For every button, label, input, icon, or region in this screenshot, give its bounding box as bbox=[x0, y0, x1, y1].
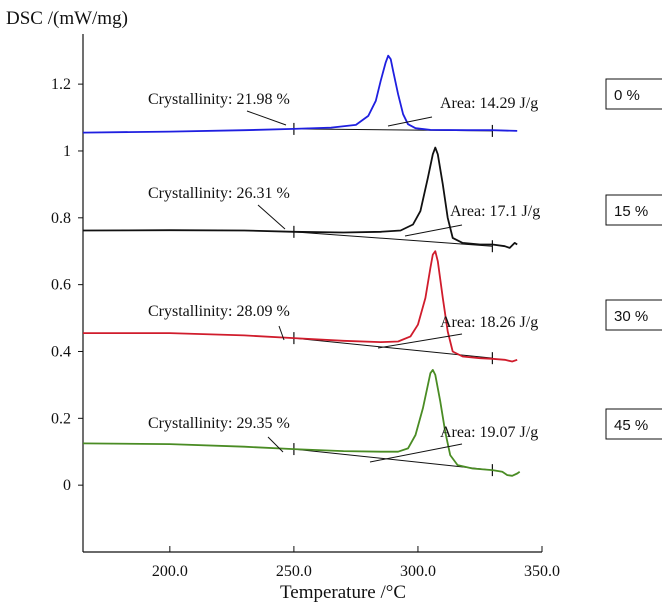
area-leader-0 bbox=[387, 116, 433, 127]
legend: 0 % 15 % 30 % 45 % bbox=[605, 78, 662, 440]
crystallinity-label-0: Crystallinity: 21.98 % bbox=[148, 91, 290, 108]
y-tick-label: 1 bbox=[63, 143, 71, 160]
legend-box-3 bbox=[605, 408, 662, 440]
series-line-0 bbox=[82, 54, 518, 134]
y-tick-label: 0 bbox=[63, 477, 71, 494]
legend-label-0: 0 % bbox=[614, 87, 640, 104]
series-line-3 bbox=[82, 369, 521, 477]
y-tick-label: 0.6 bbox=[51, 277, 71, 294]
series-line-1 bbox=[82, 146, 518, 249]
area-leader-2 bbox=[377, 333, 463, 349]
legend-box-0 bbox=[605, 78, 662, 110]
area-leader-1 bbox=[404, 224, 463, 237]
legend-label-3: 45 % bbox=[614, 417, 648, 434]
x-axis-title: Temperature /°C bbox=[280, 582, 406, 603]
crystallinity-leader-0 bbox=[246, 110, 287, 126]
area-label-0: Area: 14.29 J/g bbox=[440, 95, 538, 112]
crystallinity-label-3: Crystallinity: 29.35 % bbox=[148, 415, 290, 432]
annotations: Crystallinity: 21.98 % Area: 14.29 J/g C… bbox=[148, 91, 540, 463]
crystallinity-leader-2 bbox=[278, 325, 285, 341]
x-tick-label: 250.0 bbox=[276, 563, 312, 580]
y-tick-label: 0.8 bbox=[51, 210, 71, 227]
x-tick-label: 300.0 bbox=[400, 563, 436, 580]
y-tick-label: 0.2 bbox=[51, 410, 71, 427]
crystallinity-leader-3 bbox=[267, 436, 284, 453]
y-tick-label: 1.2 bbox=[51, 76, 71, 93]
x-tick-label: 200.0 bbox=[152, 563, 188, 580]
area-label-3: Area: 19.07 J/g bbox=[440, 424, 538, 441]
x-tick-label: 350.0 bbox=[524, 563, 560, 580]
tick-group: 200.0 250.0 300.0 350.0 0 0.2 0.4 0.6 0.8 1 1.2 bbox=[51, 76, 560, 580]
crystallinity-label-2: Crystallinity: 28.09 % bbox=[148, 303, 290, 320]
legend-box-1 bbox=[605, 194, 662, 226]
series-layer bbox=[82, 54, 521, 477]
legend-label-2: 30 % bbox=[614, 308, 648, 325]
series-line-2 bbox=[83, 250, 518, 363]
crystallinity-label-1: Crystallinity: 26.31 % bbox=[148, 185, 290, 202]
legend-box-2 bbox=[605, 299, 662, 331]
area-label-1: Area: 17.1 J/g bbox=[450, 203, 540, 220]
y-tick-label: 0.4 bbox=[51, 343, 71, 360]
baseline-3 bbox=[293, 448, 493, 471]
baseline-1 bbox=[293, 231, 493, 247]
legend-label-1: 15 % bbox=[614, 203, 648, 220]
area-label-2: Area: 18.26 J/g bbox=[440, 314, 538, 331]
area-leader-3 bbox=[369, 443, 463, 463]
crystallinity-leader-1 bbox=[257, 204, 286, 230]
y-axis-title: DSC /(mW/mg) bbox=[6, 8, 128, 29]
